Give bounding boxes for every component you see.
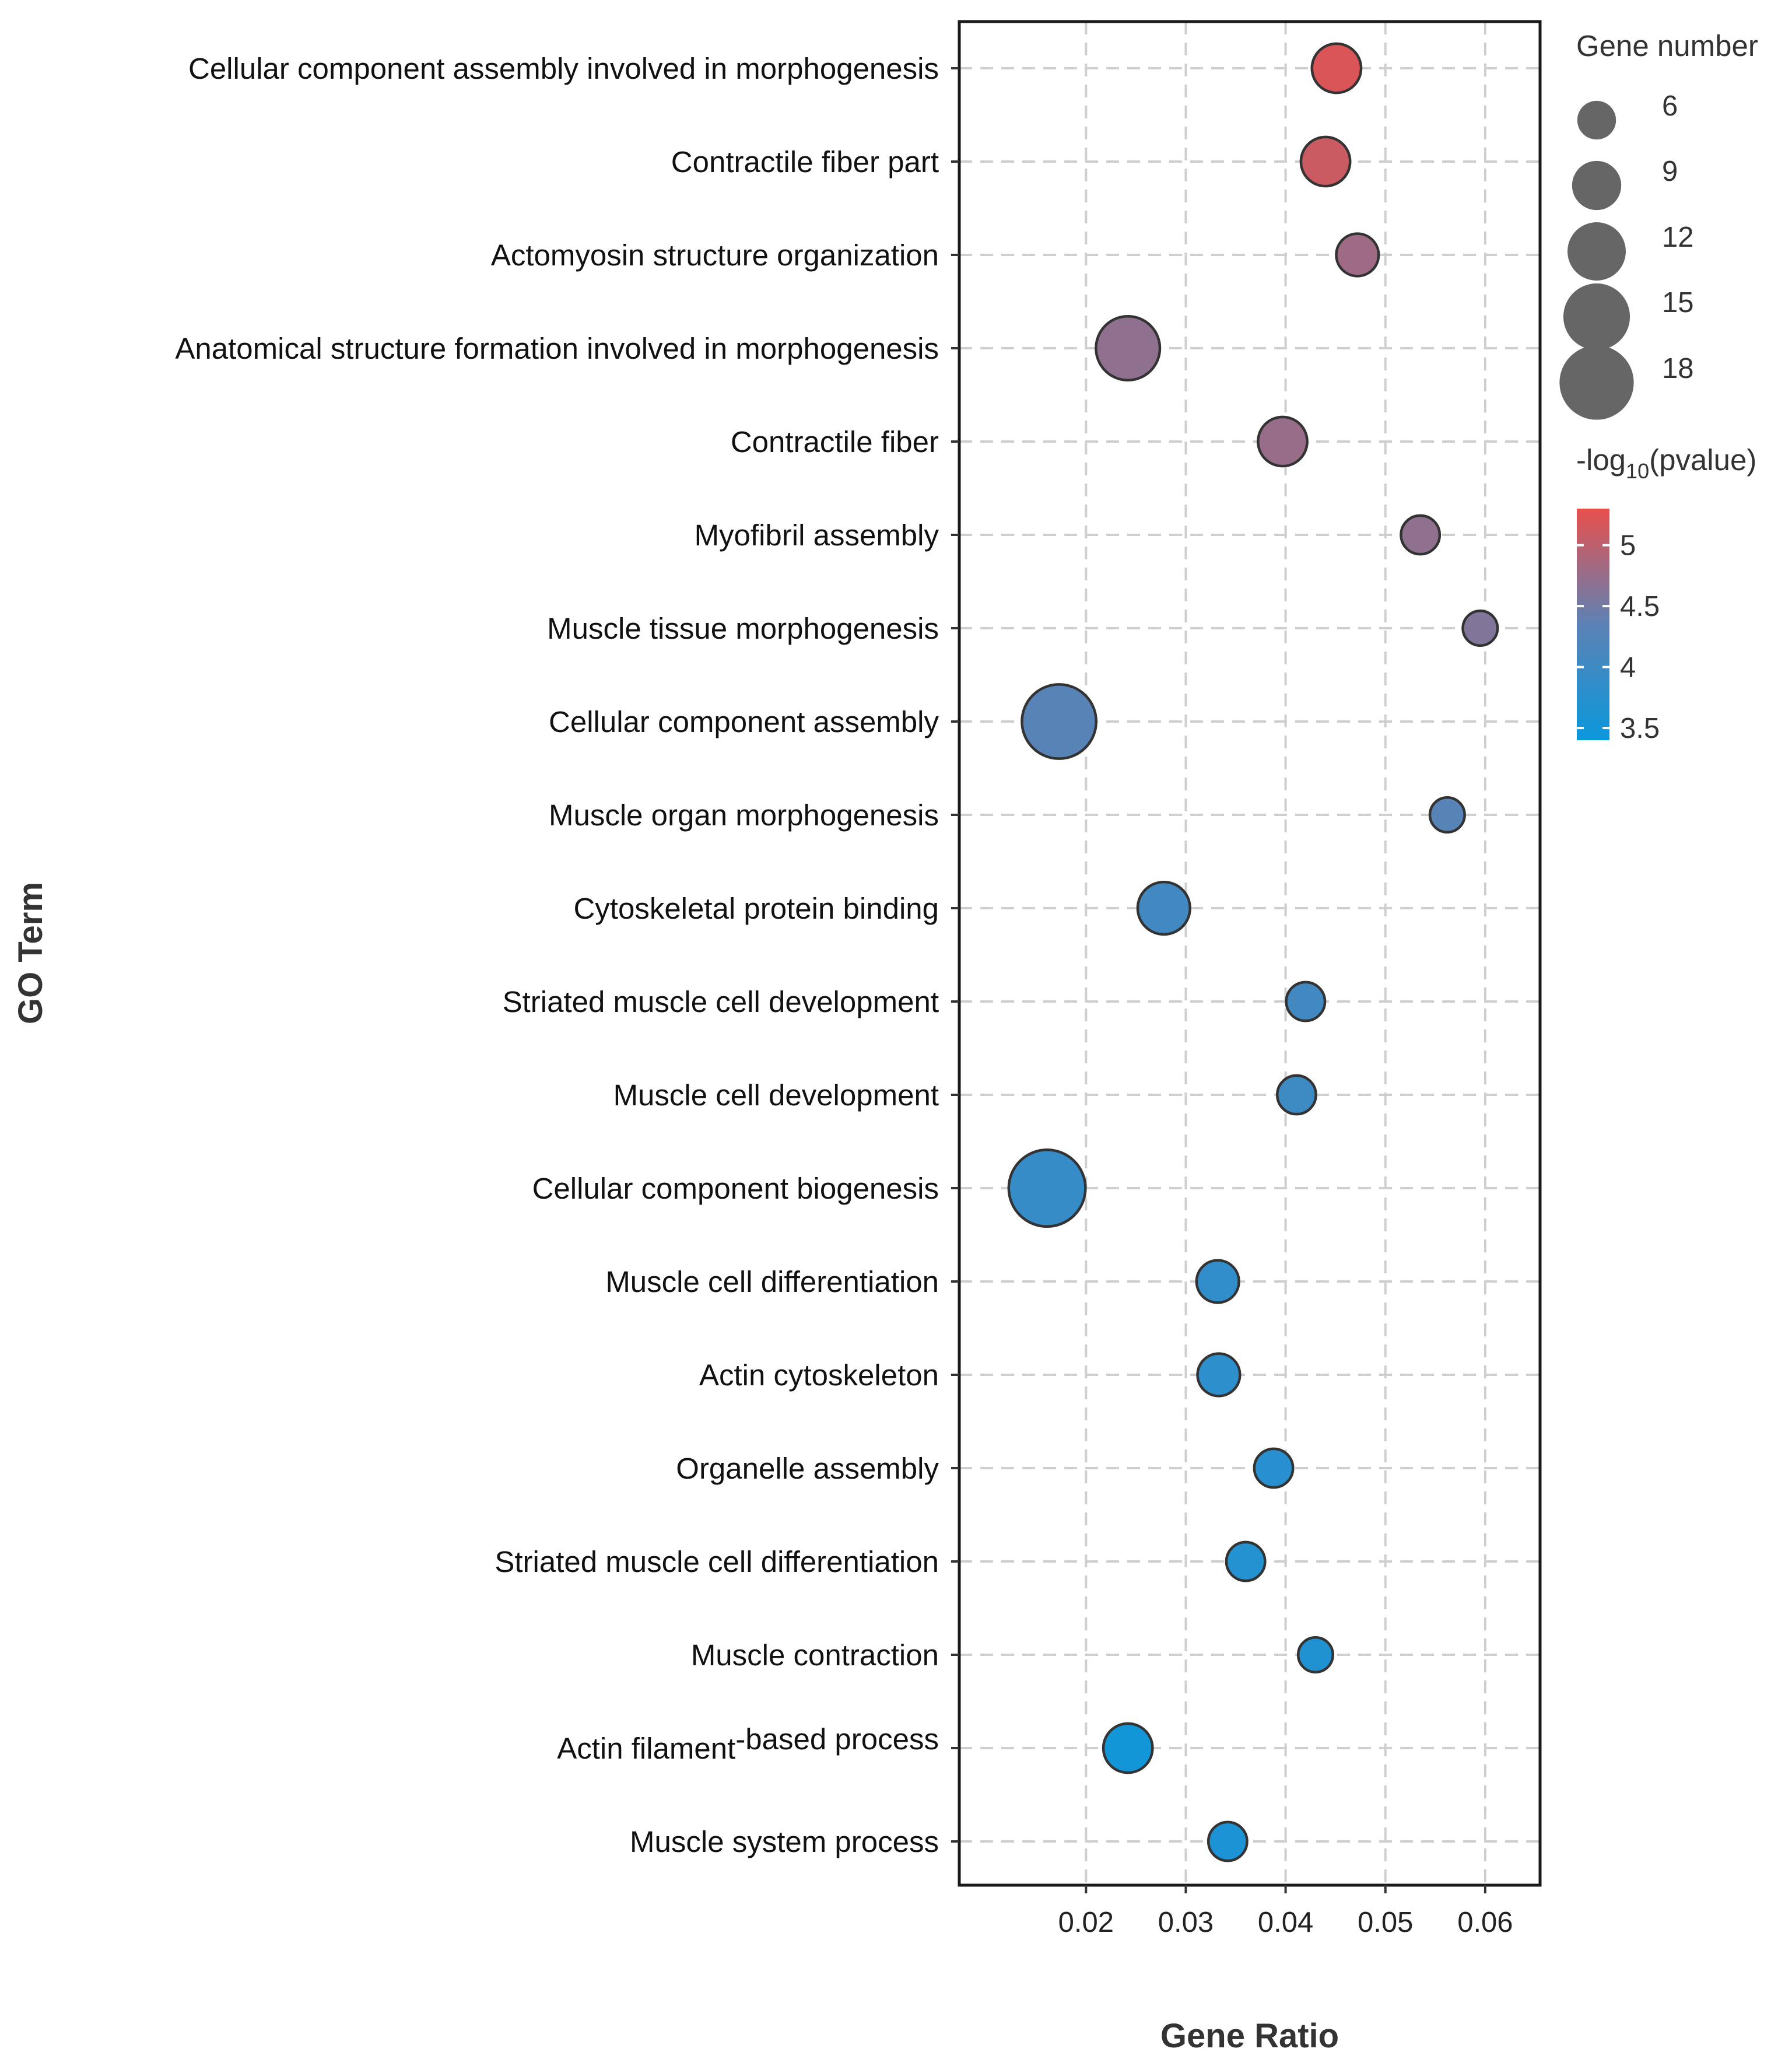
colorbar-tick-label: 4.5: [1620, 591, 1660, 622]
x-tick-label: 0.06: [1457, 1907, 1513, 1938]
category-label: Myofibril assembly: [695, 519, 939, 552]
data-point: [1136, 880, 1191, 936]
category-label: Contractile fiber part: [671, 145, 939, 178]
size-legend-label: 12: [1662, 222, 1694, 253]
colorbar-tick-label: 3.5: [1620, 713, 1660, 744]
x-tick-label: 0.05: [1358, 1907, 1413, 1938]
category-label: Muscle contraction: [691, 1638, 939, 1672]
category-label: Organelle assembly: [676, 1452, 939, 1485]
data-point: [1102, 1722, 1154, 1774]
category-label: Cytoskeletal protein binding: [573, 892, 939, 925]
data-point: [1428, 796, 1466, 834]
category-label: Muscle organ morphogenesis: [549, 799, 939, 832]
color-legend-title: -log10(pvalue): [1576, 443, 1756, 483]
category-label: Cellular component biogenesis: [532, 1172, 939, 1205]
color-legend: -log10(pvalue) 3.5 4 4.5 5: [1576, 443, 1756, 744]
size-legend-key: [1559, 345, 1634, 420]
data-point: [1310, 42, 1363, 94]
category-label: Striated muscle cell development: [503, 985, 939, 1018]
size-legend-key: [1577, 100, 1616, 140]
size-legend-label: 15: [1662, 287, 1694, 318]
size-legend-label: 6: [1662, 90, 1678, 122]
data-point: [1207, 1820, 1249, 1862]
y-axis-title: GO Term: [12, 882, 50, 1024]
size-legend-label: 9: [1662, 156, 1678, 187]
category-label: Actomyosin structure organization: [491, 239, 939, 272]
data-point: [1007, 1148, 1087, 1228]
category-label: Muscle system process: [630, 1825, 939, 1858]
data-point: [1335, 232, 1380, 278]
data-point: [1253, 1447, 1295, 1489]
y-axis-category-labels: Cellular component assembly involved in …: [175, 52, 959, 1858]
size-legend-key: [1567, 222, 1626, 281]
x-axis-title: Gene Ratio: [1160, 2017, 1339, 2055]
gridlines: [959, 22, 1540, 1885]
plot-panel-border: [958, 20, 1542, 1887]
colorbar: [1577, 509, 1609, 740]
data-point: [1400, 514, 1442, 556]
data-point: [1276, 1074, 1317, 1116]
data-point: [1196, 1352, 1242, 1398]
data-point: [1095, 314, 1162, 382]
data-point: [1195, 1259, 1240, 1304]
data-point: [1285, 981, 1327, 1023]
data-point: [1461, 609, 1499, 647]
category-label: Anatomical structure formation involved …: [175, 332, 939, 365]
colorbar-tick-label: 5: [1620, 530, 1636, 562]
category-label: Actin filament-based process: [557, 1722, 939, 1765]
size-legend-title: Gene number: [1576, 29, 1758, 62]
category-label: Striated muscle cell differentiation: [495, 1545, 939, 1578]
category-label: Muscle cell development: [613, 1078, 939, 1112]
data-points: [1007, 42, 1499, 1862]
data-point: [1021, 683, 1098, 760]
category-label: Muscle tissue morphogenesis: [547, 612, 939, 645]
x-axis-ticks: 0.02 0.03 0.04 0.05 0.06: [1058, 1885, 1513, 1938]
data-point: [1257, 415, 1309, 468]
category-label: Cellular component assembly: [549, 705, 939, 738]
x-tick-label: 0.03: [1158, 1907, 1214, 1938]
category-label: Muscle cell differentiation: [605, 1265, 939, 1298]
size-legend: Gene number 6 9 12 15 18: [1559, 29, 1758, 420]
size-legend-label: 18: [1662, 353, 1694, 384]
size-legend-key: [1572, 160, 1622, 211]
size-legend-key: [1563, 283, 1630, 351]
x-tick-label: 0.02: [1058, 1907, 1114, 1938]
data-point: [1299, 135, 1352, 188]
data-point: [1296, 1636, 1334, 1674]
category-label: Contractile fiber: [731, 425, 939, 458]
category-label: Actin cytoskeleton: [699, 1358, 939, 1392]
category-label: Cellular component assembly involved in …: [188, 52, 939, 85]
data-point: [1225, 1540, 1267, 1582]
x-tick-label: 0.04: [1258, 1907, 1313, 1938]
colorbar-tick-label: 4: [1620, 652, 1636, 684]
